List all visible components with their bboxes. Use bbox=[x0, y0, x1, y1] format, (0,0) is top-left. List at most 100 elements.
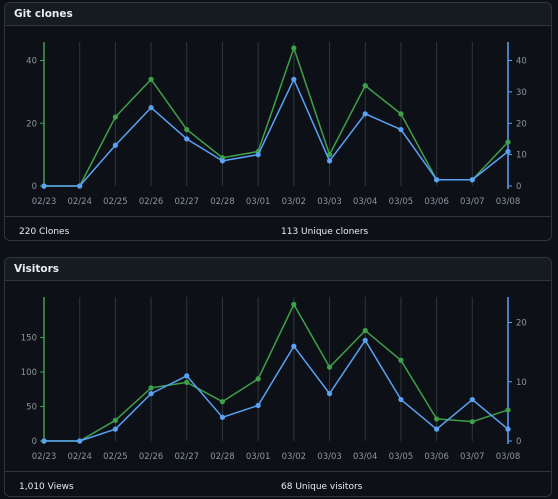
left-tick-label: 100 bbox=[21, 368, 37, 378]
data-point-right bbox=[77, 183, 83, 189]
data-point-right bbox=[219, 158, 226, 164]
visitors-panel: Visitors 02/23 02/24 02/25 02/26 02/27 02/28 0… bbox=[4, 257, 552, 497]
right-tick-label: 0 bbox=[516, 182, 521, 192]
data-point-right bbox=[398, 396, 404, 403]
x-tick-label: 02/23 bbox=[32, 452, 57, 462]
x-tick-label: 02/26 bbox=[139, 452, 164, 462]
git-clones-footer: 220 Clones 113 Unique cloners bbox=[5, 216, 551, 240]
git-clones-title: Git clones bbox=[5, 3, 551, 26]
data-point-left bbox=[148, 385, 154, 391]
right-tick-label: 0 bbox=[516, 437, 521, 447]
visitors-chart-svg: 02/23 02/24 02/25 02/26 02/27 02/28 03/01 03/02… bbox=[21, 297, 527, 462]
series-line-right bbox=[44, 78, 509, 187]
right-tick-label: 10 bbox=[516, 151, 527, 161]
data-point-right bbox=[184, 136, 190, 142]
data-point-right bbox=[434, 426, 440, 432]
data-point-right bbox=[77, 438, 83, 444]
visitors-title: Visitors bbox=[5, 258, 551, 281]
x-tick-label: 03/01 bbox=[246, 452, 271, 462]
views-total: 1,010 Views bbox=[19, 482, 74, 492]
left-tick-label: 50 bbox=[26, 403, 37, 413]
data-point-left bbox=[148, 76, 154, 82]
x-tick-label: 03/08 bbox=[496, 452, 521, 462]
x-tick-label: 03/05 bbox=[389, 452, 414, 462]
x-tick-label: 02/26 bbox=[139, 197, 164, 207]
right-tick-label: 40 bbox=[516, 57, 527, 67]
data-point-right bbox=[434, 177, 440, 183]
series-line-left bbox=[44, 47, 509, 187]
x-tick-label: 03/01 bbox=[246, 197, 271, 207]
clones-total: 220 Clones bbox=[19, 227, 70, 237]
x-tick-label: 02/24 bbox=[67, 452, 92, 462]
data-point-right bbox=[362, 111, 368, 117]
data-point-right bbox=[326, 391, 333, 397]
data-point-right bbox=[41, 438, 47, 444]
x-tick-label: 02/23 bbox=[32, 197, 57, 207]
data-point-right bbox=[505, 148, 511, 155]
left-tick-label: 0 bbox=[32, 437, 37, 447]
series-line-right bbox=[44, 339, 509, 442]
x-tick-label: 03/02 bbox=[282, 452, 307, 462]
data-point-right bbox=[148, 104, 154, 111]
series-line-left bbox=[44, 303, 509, 442]
x-tick-label: 03/03 bbox=[317, 452, 342, 462]
data-point-right bbox=[291, 343, 297, 349]
data-point-left bbox=[434, 416, 440, 422]
data-point-left bbox=[291, 45, 297, 51]
data-point-right bbox=[148, 391, 154, 397]
data-point-left bbox=[255, 376, 261, 382]
right-tick-label: 10 bbox=[516, 378, 527, 388]
data-point-left bbox=[112, 114, 118, 120]
data-point-right bbox=[112, 426, 118, 432]
x-tick-label: 03/08 bbox=[496, 197, 521, 207]
right-tick-label: 20 bbox=[516, 319, 527, 329]
x-tick-label: 02/25 bbox=[103, 452, 128, 462]
visitors-chart: 02/23 02/24 02/25 02/26 02/27 02/28 03/01 03/02… bbox=[5, 281, 551, 471]
git-clones-chart: 02/23 02/24 02/25 02/26 02/27 02/28 03/01 03/02… bbox=[5, 26, 551, 216]
data-point-left bbox=[398, 111, 404, 117]
data-point-right bbox=[291, 76, 297, 82]
left-tick-label: 40 bbox=[26, 57, 37, 67]
data-point-right bbox=[362, 337, 368, 343]
right-tick-label: 20 bbox=[516, 119, 527, 129]
data-point-right bbox=[112, 142, 118, 148]
data-point-left bbox=[398, 357, 404, 363]
x-tick-label: 02/27 bbox=[175, 197, 200, 207]
data-point-left bbox=[469, 419, 475, 425]
x-tick-label: 02/24 bbox=[67, 197, 92, 207]
data-point-left bbox=[362, 83, 368, 89]
data-point-left bbox=[505, 407, 511, 413]
data-point-right bbox=[398, 126, 404, 133]
right-tick-label: 30 bbox=[516, 88, 527, 98]
data-point-right bbox=[326, 158, 333, 164]
x-tick-label: 03/07 bbox=[460, 197, 485, 207]
x-tick-label: 03/06 bbox=[424, 197, 449, 207]
data-point-left bbox=[326, 152, 333, 158]
x-tick-label: 03/04 bbox=[353, 452, 378, 462]
git-clones-chart-svg: 02/23 02/24 02/25 02/26 02/27 02/28 03/01 03/02… bbox=[26, 42, 527, 207]
data-point-right bbox=[469, 177, 475, 183]
data-point-left bbox=[219, 399, 226, 405]
data-point-right bbox=[255, 402, 261, 409]
data-point-right bbox=[469, 396, 475, 403]
data-point-left bbox=[184, 379, 190, 385]
left-tick-label: 0 bbox=[32, 182, 37, 192]
visitors-footer: 1,010 Views 68 Unique visitors bbox=[5, 471, 551, 496]
x-tick-label: 03/03 bbox=[317, 197, 342, 207]
data-point-left bbox=[112, 417, 118, 423]
data-point-left bbox=[184, 126, 190, 133]
data-point-right bbox=[255, 152, 261, 158]
left-tick-label: 150 bbox=[21, 334, 37, 344]
x-tick-label: 03/06 bbox=[424, 452, 449, 462]
data-point-right bbox=[41, 183, 47, 189]
data-point-left bbox=[505, 139, 511, 145]
data-point-right bbox=[219, 414, 226, 420]
data-point-left bbox=[291, 301, 297, 307]
x-tick-label: 03/05 bbox=[389, 197, 414, 207]
data-point-left bbox=[326, 364, 333, 370]
git-clones-panel: Git clones 02/23 02/24 02/25 02/26 02/27 02/2… bbox=[4, 2, 552, 241]
x-tick-label: 02/25 bbox=[103, 197, 128, 207]
data-point-right bbox=[505, 426, 511, 432]
unique-visitors-total: 68 Unique visitors bbox=[281, 482, 363, 492]
x-tick-label: 03/02 bbox=[282, 197, 307, 207]
